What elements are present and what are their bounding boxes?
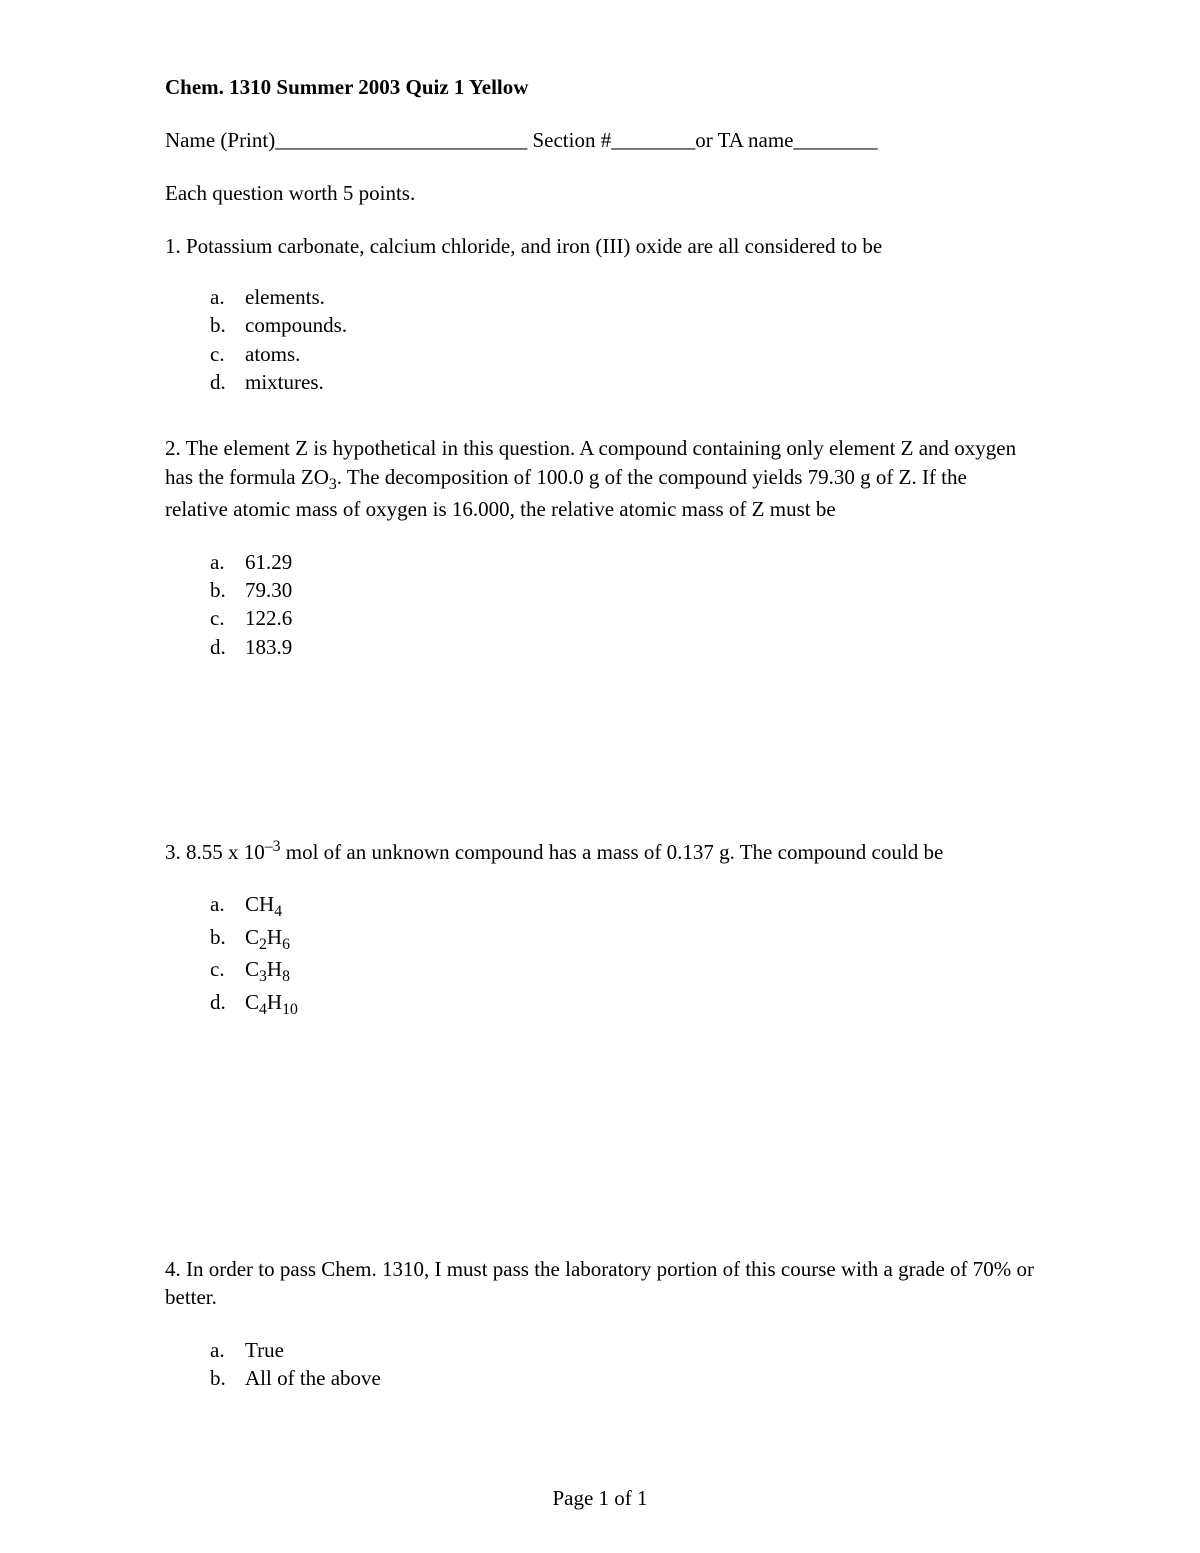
option-letter: d. xyxy=(210,988,245,1020)
option-text: C4H10 xyxy=(245,988,298,1020)
option-1c[interactable]: c. atoms. xyxy=(210,340,1035,368)
option-letter: b. xyxy=(210,311,245,339)
option-4a[interactable]: a. True xyxy=(210,1336,1035,1364)
q3-text-part1: 3. 8.55 x 10 xyxy=(165,840,265,864)
option-3d[interactable]: d. C4H10 xyxy=(210,988,1035,1020)
option-letter: d. xyxy=(210,633,245,661)
option-2d[interactable]: d. 183.9 xyxy=(210,633,1035,661)
option-letter: b. xyxy=(210,1364,245,1392)
option-letter: b. xyxy=(210,923,245,955)
ta-label: or TA name xyxy=(695,128,793,152)
section-blank[interactable]: ________ xyxy=(611,128,695,152)
option-text: 79.30 xyxy=(245,576,292,604)
question-3-text: 3. 8.55 x 10–3 mol of an unknown compoun… xyxy=(165,836,1035,866)
option-letter: c. xyxy=(210,604,245,632)
option-letter: a. xyxy=(210,1336,245,1364)
option-letter: c. xyxy=(210,955,245,987)
option-letter: a. xyxy=(210,548,245,576)
question-4-options: a. True b. All of the above xyxy=(165,1336,1035,1393)
option-2c[interactable]: c. 122.6 xyxy=(210,604,1035,632)
option-letter: b. xyxy=(210,576,245,604)
points-instruction: Each question worth 5 points. xyxy=(165,181,1035,206)
option-letter: d. xyxy=(210,368,245,396)
option-3a[interactable]: a. CH4 xyxy=(210,890,1035,922)
question-2-text: 2. The element Z is hypothetical in this… xyxy=(165,434,1035,523)
q3-superscript: –3 xyxy=(265,838,281,855)
option-1d[interactable]: d. mixtures. xyxy=(210,368,1035,396)
option-1b[interactable]: b. compounds. xyxy=(210,311,1035,339)
option-2b[interactable]: b. 79.30 xyxy=(210,576,1035,604)
option-text: CH4 xyxy=(245,890,282,922)
section-label: Section # xyxy=(527,128,611,152)
name-section-line: Name (Print)________________________ Sec… xyxy=(165,128,1035,153)
quiz-title: Chem. 1310 Summer 2003 Quiz 1 Yellow xyxy=(165,75,1035,100)
question-4-text: 4. In order to pass Chem. 1310, I must p… xyxy=(165,1255,1035,1312)
option-2a[interactable]: a. 61.29 xyxy=(210,548,1035,576)
option-letter: a. xyxy=(210,890,245,922)
q2-subscript: 3 xyxy=(329,476,337,493)
page-footer: Page 1 of 1 xyxy=(0,1486,1200,1511)
name-blank[interactable]: ________________________ xyxy=(275,128,527,152)
option-text: 183.9 xyxy=(245,633,292,661)
option-text: compounds. xyxy=(245,311,347,339)
option-3c[interactable]: c. C3H8 xyxy=(210,955,1035,987)
option-text: C3H8 xyxy=(245,955,290,987)
option-text: 61.29 xyxy=(245,548,292,576)
question-1-options: a. elements. b. compounds. c. atoms. d. … xyxy=(165,283,1035,396)
question-2-options: a. 61.29 b. 79.30 c. 122.6 d. 183.9 xyxy=(165,548,1035,661)
option-text: mixtures. xyxy=(245,368,324,396)
question-2-block: 2. The element Z is hypothetical in this… xyxy=(165,434,1035,661)
question-3-block: 3. 8.55 x 10–3 mol of an unknown compoun… xyxy=(165,836,1035,1020)
option-4b[interactable]: b. All of the above xyxy=(210,1364,1035,1392)
option-letter: a. xyxy=(210,283,245,311)
option-text: All of the above xyxy=(245,1364,381,1392)
option-text: True xyxy=(245,1336,284,1364)
option-text: 122.6 xyxy=(245,604,292,632)
question-4-block: 4. In order to pass Chem. 1310, I must p… xyxy=(165,1255,1035,1392)
question-1-block: 1. Potassium carbonate, calcium chloride… xyxy=(165,234,1035,396)
option-text: C2H6 xyxy=(245,923,290,955)
q3-text-part2: mol of an unknown compound has a mass of… xyxy=(281,840,944,864)
question-3-options: a. CH4 b. C2H6 c. C3H8 d. C4H10 xyxy=(165,890,1035,1020)
option-1a[interactable]: a. elements. xyxy=(210,283,1035,311)
ta-blank[interactable]: ________ xyxy=(793,128,877,152)
question-1-text: 1. Potassium carbonate, calcium chloride… xyxy=(165,234,1035,259)
option-text: atoms. xyxy=(245,340,300,368)
name-label: Name (Print) xyxy=(165,128,275,152)
option-letter: c. xyxy=(210,340,245,368)
option-text: elements. xyxy=(245,283,325,311)
option-3b[interactable]: b. C2H6 xyxy=(210,923,1035,955)
